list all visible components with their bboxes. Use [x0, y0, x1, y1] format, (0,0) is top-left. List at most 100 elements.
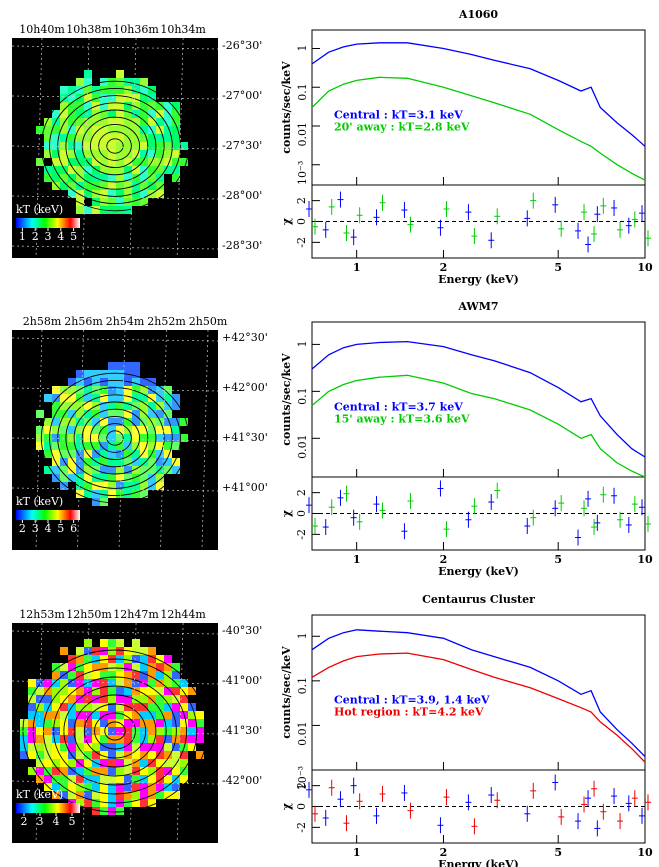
map-pixel: [132, 655, 140, 663]
map-pixel: [172, 174, 180, 182]
dec-label: +42°30': [222, 331, 268, 344]
dec-label: -40°30': [222, 624, 262, 637]
map-pixel: [100, 663, 108, 671]
colorbar: [16, 510, 80, 520]
map-pixel: [76, 775, 84, 783]
map-pixel: [84, 394, 92, 402]
map-pixel: [108, 458, 116, 466]
map-pixel: [68, 94, 76, 102]
map-pixel: [28, 767, 36, 775]
map-pixel: [140, 86, 148, 94]
map-pixel: [108, 735, 116, 743]
map-pixel: [156, 126, 164, 134]
colorbar-tick-label: 4: [53, 815, 60, 828]
map-pixel: [156, 434, 164, 442]
map-pixel: [68, 182, 76, 190]
residual-point: [488, 232, 495, 249]
map-pixel: [132, 727, 140, 735]
contour: [94, 712, 136, 750]
map-pixel: [156, 166, 164, 174]
map-pixel: [108, 94, 116, 102]
resid-y-tick-label: 2: [295, 197, 308, 204]
map-pixel: [84, 743, 92, 751]
map-pixel: [68, 378, 76, 386]
map-pixel: [84, 190, 92, 198]
residual-point: [558, 495, 565, 512]
map-pixel: [52, 126, 60, 134]
map-pixel: [84, 102, 92, 110]
map-pixel: [76, 679, 84, 687]
residual-point: [631, 211, 638, 228]
map-pixel: [124, 727, 132, 735]
resid-y-tick-label: 0: [295, 510, 308, 517]
map-pixel: [116, 110, 124, 118]
y-tick-label: 0.01: [296, 122, 309, 147]
map-pixel: [164, 663, 172, 671]
map-pixel: [156, 791, 164, 799]
residual-point: [611, 487, 618, 504]
map-pixel: [68, 466, 76, 474]
map-pixel: [148, 394, 156, 402]
map-pixel: [164, 711, 172, 719]
residual-point: [437, 480, 444, 497]
resid-y-tick-label: 2: [295, 782, 308, 789]
map-pixel: [60, 775, 68, 783]
map-pixel: [84, 727, 92, 735]
map-pixel: [156, 759, 164, 767]
residual-point: [581, 500, 588, 517]
residual-point: [524, 518, 531, 535]
map-pixel: [124, 490, 132, 498]
y-tick-label: 10⁻³: [296, 766, 309, 790]
map-pixel: [84, 775, 92, 783]
map-pixel: [108, 370, 116, 378]
map-pixel: [164, 150, 172, 158]
map-pixel: [132, 190, 140, 198]
map-pixel: [148, 783, 156, 791]
residual-point: [343, 815, 350, 832]
map-pixel: [108, 394, 116, 402]
map-pixel: [124, 759, 132, 767]
map-pixel: [60, 150, 68, 158]
map-pixel: [60, 402, 68, 410]
map-pixel: [132, 751, 140, 759]
x-tick-label: 10: [637, 261, 653, 274]
map-pixel: [100, 695, 108, 703]
residual-point: [530, 192, 537, 209]
map-pixel: [92, 158, 100, 166]
residual-point: [356, 513, 363, 530]
map-pixel: [140, 434, 148, 442]
contour: [73, 694, 157, 768]
map-pixel: [92, 655, 100, 663]
residual-point: [465, 204, 472, 221]
map-pixel: [172, 703, 180, 711]
map-pixel: [148, 182, 156, 190]
map-pixel: [116, 426, 124, 434]
map-pixel: [132, 671, 140, 679]
map-pixel: [100, 198, 108, 206]
residual-point: [401, 202, 408, 219]
map-pixel: [100, 410, 108, 418]
map-pixel: [100, 118, 108, 126]
map-pixel: [84, 759, 92, 767]
map-pixel: [156, 695, 164, 703]
dec-grid-line: [11, 780, 219, 785]
map-pixel: [20, 743, 28, 751]
contour: [57, 387, 173, 489]
map-pixel: [108, 791, 116, 799]
map-pixel: [68, 434, 76, 442]
ra-label: 2h50m: [189, 315, 228, 328]
map-pixel: [76, 767, 84, 775]
map-pixel: [124, 166, 132, 174]
ra-grid-line: [176, 622, 184, 844]
map-pixel: [60, 102, 68, 110]
map-pixel: [76, 703, 84, 711]
map-pixel: [164, 394, 172, 402]
map-pixel: [60, 711, 68, 719]
dec-grid-line: [11, 437, 219, 442]
map-pixel: [172, 166, 180, 174]
map-pixel: [76, 94, 84, 102]
map-pixel: [156, 402, 164, 410]
map-pixel: [84, 679, 92, 687]
dec-grid-line: [11, 387, 219, 392]
map-pixel: [92, 727, 100, 735]
